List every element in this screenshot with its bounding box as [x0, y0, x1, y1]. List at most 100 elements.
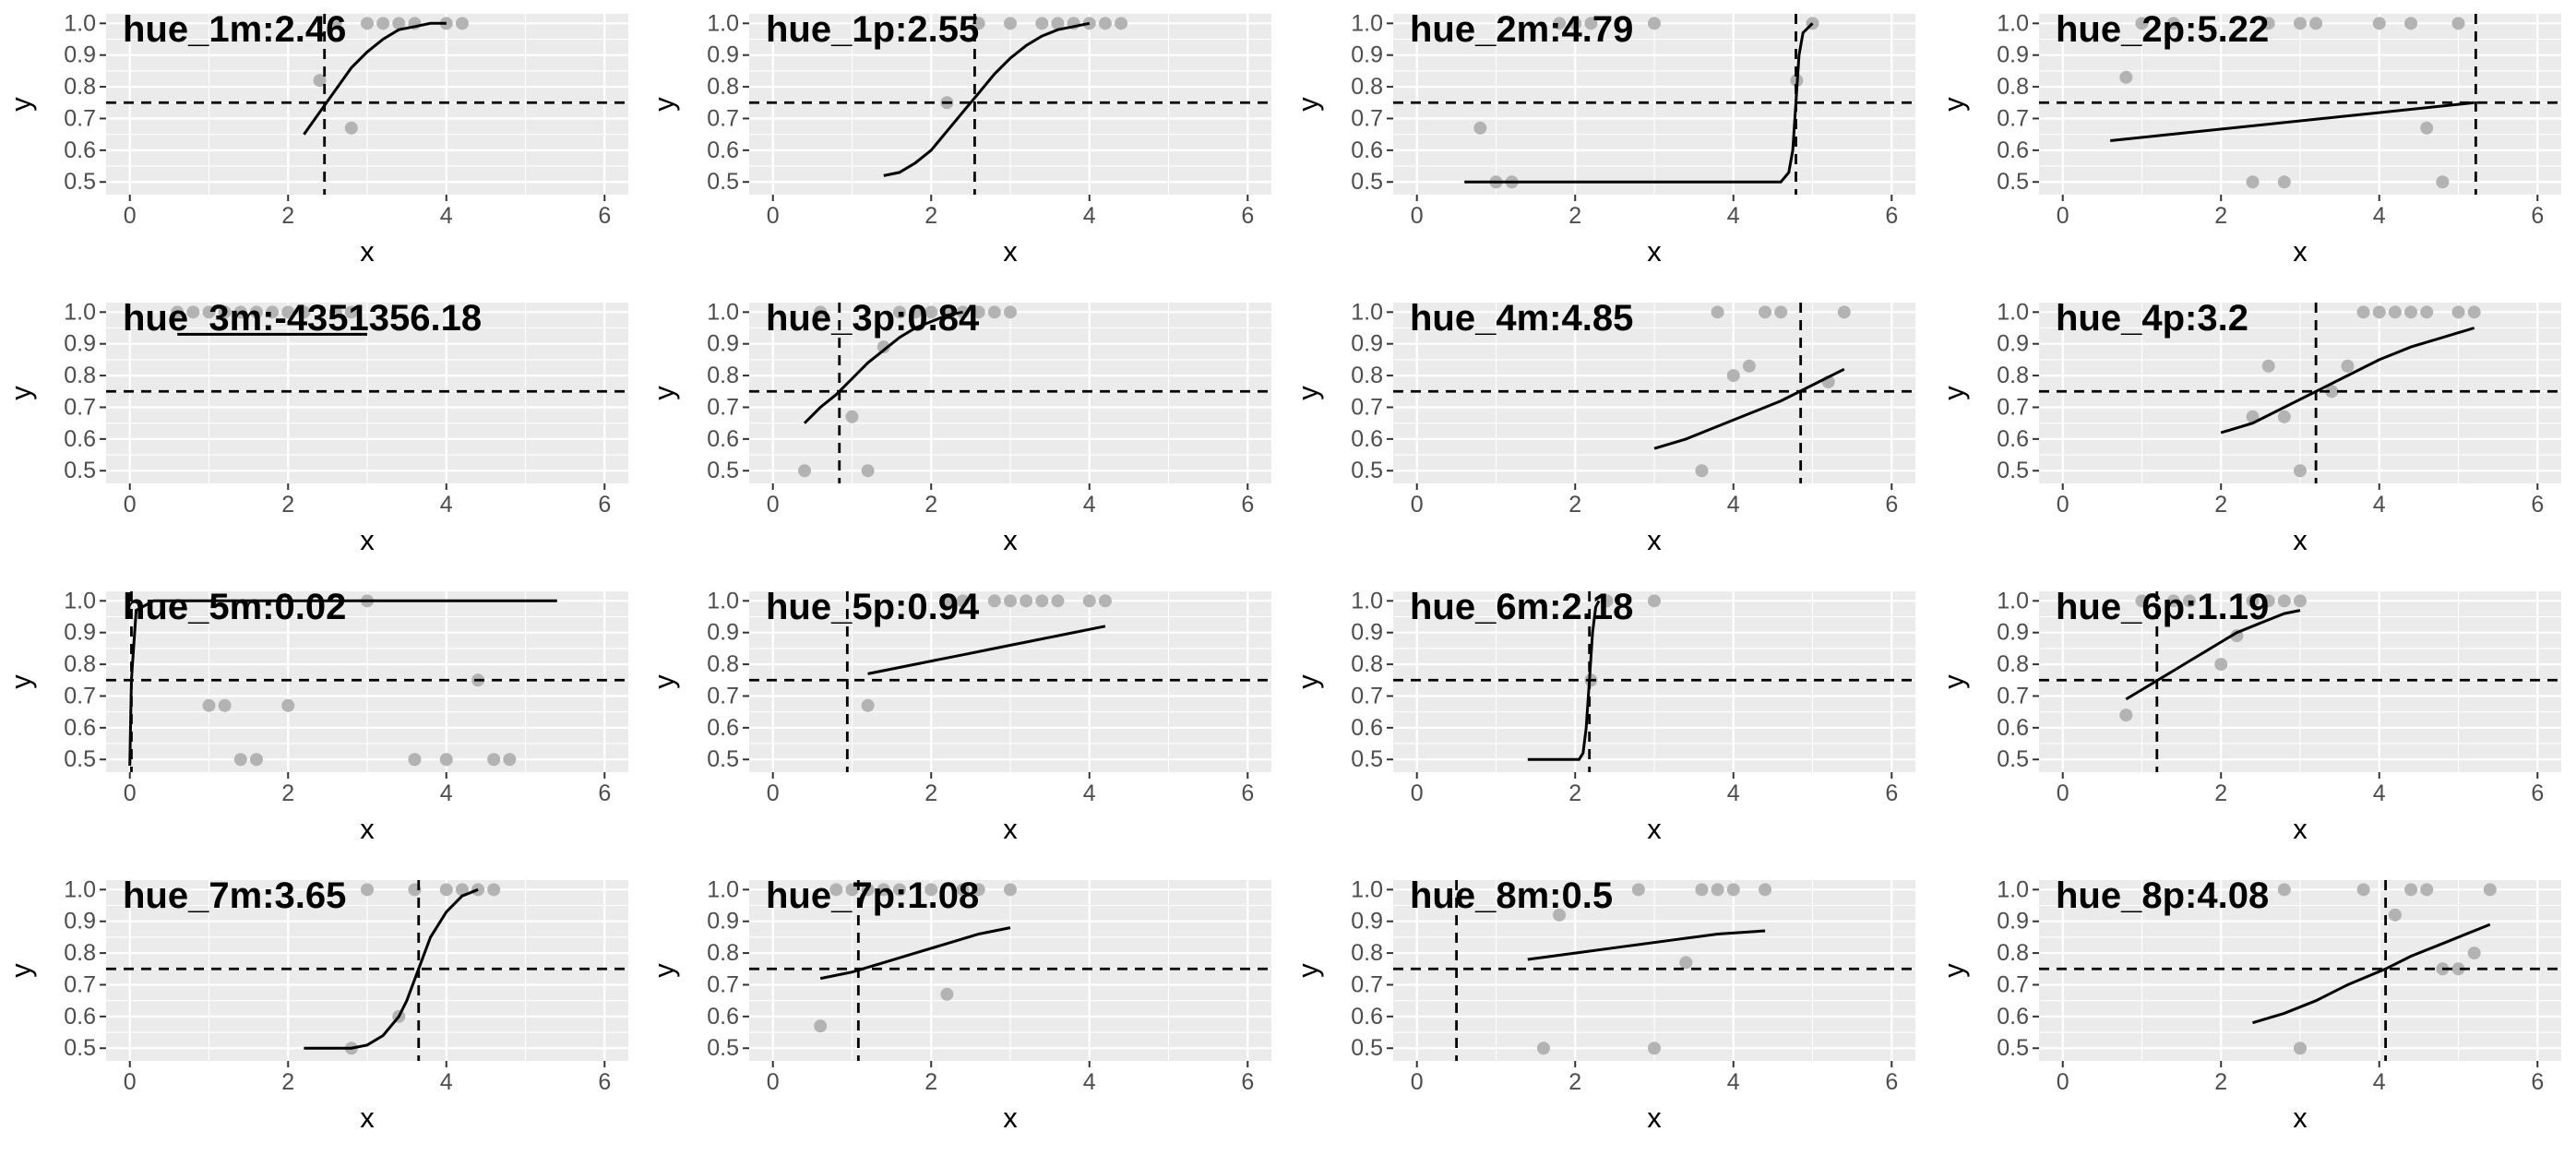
y-tick-label: 0.8: [1997, 651, 2029, 677]
data-point: [1115, 17, 1128, 30]
y-tick-label: 0.8: [707, 651, 739, 677]
x-tick-label: 2: [1568, 780, 1581, 806]
x-tick-label: 0: [1411, 492, 1424, 518]
y-axis-title: y: [648, 674, 680, 689]
y-tick-label: 1.0: [707, 299, 739, 325]
y-tick-label: 0.6: [1351, 137, 1383, 163]
data-point: [266, 305, 280, 319]
y-tick-label: 0.5: [64, 458, 96, 483]
x-axis-title: x: [1647, 524, 1662, 556]
x-tick-label: 0: [1411, 1069, 1424, 1095]
y-tick-label: 0.6: [1997, 426, 2029, 452]
fitted-curve: [2125, 609, 2301, 701]
y-tick-label: 0.5: [707, 458, 739, 483]
panel-title: hue_4p:3.2: [2056, 298, 2248, 339]
x-tick-label: 0: [124, 1069, 137, 1095]
data-point: [455, 17, 469, 30]
data-point: [202, 698, 216, 712]
x-tick-label: 4: [1727, 1069, 1740, 1095]
y-tick-label: 1.0: [707, 876, 739, 902]
data-point: [814, 1019, 828, 1033]
data-point: [1648, 1042, 1661, 1055]
data-point: [186, 305, 200, 319]
data-point: [1648, 17, 1661, 30]
data-point: [2182, 594, 2196, 608]
data-point: [2119, 708, 2133, 722]
y-axis-title: y: [5, 963, 37, 978]
data-point: [2388, 908, 2402, 922]
data-point: [1711, 883, 1724, 897]
data-point: [2341, 359, 2355, 373]
panel-title: hue_2m:4.79: [1410, 9, 1633, 50]
data-point: [845, 883, 859, 897]
y-tick-label: 0.8: [64, 940, 96, 966]
y-axis-title: y: [1292, 963, 1324, 978]
x-tick-label: 2: [924, 780, 937, 806]
data-layer: [749, 303, 1271, 483]
panel-title: hue_7m:3.65: [123, 875, 346, 916]
fitted-curve: [1527, 929, 1766, 961]
x-tick-label: 2: [924, 492, 937, 518]
data-layer: [1393, 14, 1915, 195]
y-tick-label: 0.5: [64, 746, 96, 772]
x-tick-label: 2: [1568, 203, 1581, 229]
data-point: [2119, 70, 2133, 84]
y-tick-label: 0.6: [707, 426, 739, 452]
data-point: [1536, 1042, 1550, 1055]
y-tick-label: 0.7: [64, 971, 96, 997]
y-tick-label: 1.0: [64, 876, 96, 902]
data-point: [328, 17, 342, 30]
y-axis-title: y: [648, 386, 680, 400]
panel-title: hue_8p:4.08: [2056, 875, 2269, 916]
x-tick-label: 6: [598, 1069, 611, 1095]
x-tick-label: 6: [598, 203, 611, 229]
x-axis-title: x: [360, 235, 375, 268]
data-point: [2356, 305, 2370, 319]
x-tick-label: 4: [2373, 492, 2386, 518]
data-point: [940, 594, 954, 608]
facet-panel: 0 2 4 6 0.5 0.6 0.7 0.8 0.9 1.0 x y hue_4p:3.2: [1938, 298, 2561, 556]
x-tick-label: 0: [124, 492, 137, 518]
y-tick-label: 1.0: [64, 299, 96, 325]
x-tick-label: 4: [2373, 780, 2386, 806]
fitted-curve: [803, 310, 963, 424]
fitted-curve: [867, 625, 1106, 675]
y-tick-label: 0.5: [1351, 1035, 1383, 1061]
data-point: [2214, 658, 2228, 672]
x-axis-title: x: [360, 524, 375, 556]
data-point: [940, 987, 954, 1001]
y-axis-title: y: [1292, 97, 1324, 112]
y-tick-label: 1.0: [1997, 299, 2029, 325]
x-tick-label: 6: [2531, 492, 2544, 518]
x-axis-title: x: [1003, 813, 1018, 845]
data-point: [313, 74, 327, 88]
x-tick-label: 4: [2373, 1069, 2386, 1095]
y-tick-label: 0.5: [707, 746, 739, 772]
x-tick-label: 0: [124, 780, 137, 806]
y-tick-label: 0.9: [1351, 909, 1383, 935]
data-layer: [2039, 14, 2561, 195]
data-layer: [2039, 303, 2561, 483]
data-point: [439, 753, 453, 767]
data-point: [2294, 17, 2307, 30]
x-tick-label: 2: [2214, 492, 2227, 518]
x-tick-label: 0: [767, 1069, 780, 1095]
data-point: [281, 305, 295, 319]
panel-title: hue_5p:0.94: [766, 587, 980, 627]
data-layer: [106, 591, 628, 772]
data-point: [2277, 594, 2291, 608]
fitted-curve: [2110, 101, 2475, 142]
data-point: [1695, 883, 1709, 897]
y-tick-label: 0.7: [1351, 683, 1383, 708]
data-point: [2277, 175, 2291, 189]
x-tick-label: 0: [2057, 1069, 2069, 1095]
y-tick-label: 1.0: [707, 588, 739, 613]
panel-title: hue_2p:5.22: [2056, 9, 2269, 50]
x-tick-label: 6: [2531, 1069, 2544, 1095]
data-point: [392, 17, 406, 30]
data-point: [249, 305, 263, 319]
y-tick-label: 0.8: [64, 74, 96, 100]
fitted-curve: [819, 926, 1011, 981]
data-point: [2388, 305, 2402, 319]
